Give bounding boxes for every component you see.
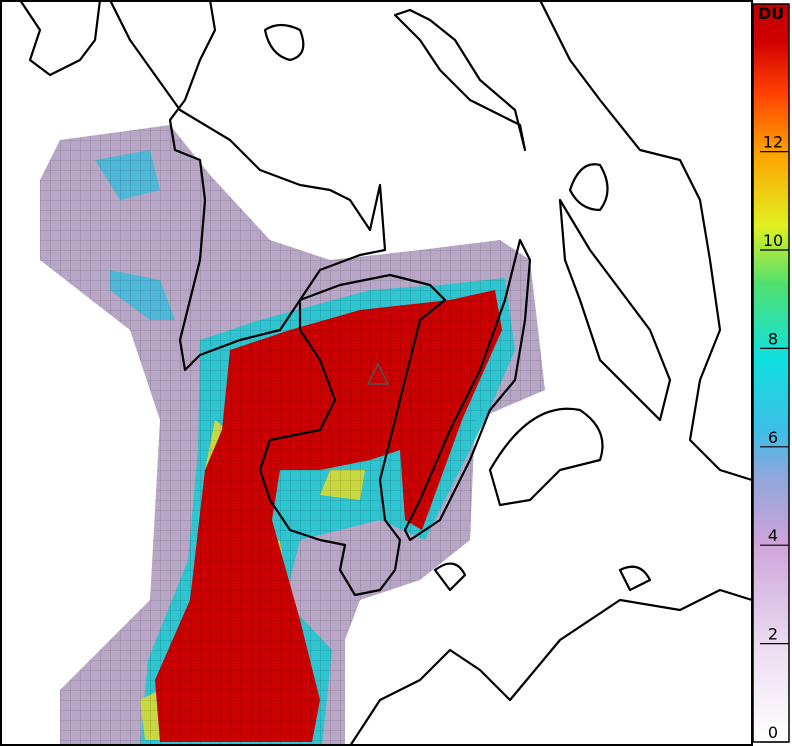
colorbar-tick-label: 4 xyxy=(768,526,778,545)
coastline xyxy=(488,407,604,507)
coastline xyxy=(258,273,447,597)
island xyxy=(263,23,305,62)
coastline xyxy=(393,8,527,152)
colorbar-tick-label: 2 xyxy=(768,625,778,644)
coastlines xyxy=(19,0,753,746)
colorbar-tick-label: 10 xyxy=(763,231,783,250)
map-frame xyxy=(0,0,753,746)
coastline xyxy=(19,0,102,77)
colorbar-tick-label: 0 xyxy=(768,723,778,742)
map-area xyxy=(0,0,753,746)
colorbar-tick-label: 8 xyxy=(768,329,778,348)
colorbar: DU 0 2 4 6 8 10 12 xyxy=(752,3,790,743)
coastline xyxy=(539,0,753,482)
colorbar-scale xyxy=(752,3,790,743)
colorbar-tick-label: 6 xyxy=(768,428,778,447)
colorbar-tick-label: 12 xyxy=(763,133,783,152)
coastline xyxy=(558,163,672,422)
coastline xyxy=(349,588,753,746)
coastline xyxy=(109,0,387,372)
colorbar-label: DU xyxy=(758,4,784,23)
island xyxy=(433,562,652,592)
volcano-marker xyxy=(366,362,390,385)
coastline xyxy=(403,238,532,542)
